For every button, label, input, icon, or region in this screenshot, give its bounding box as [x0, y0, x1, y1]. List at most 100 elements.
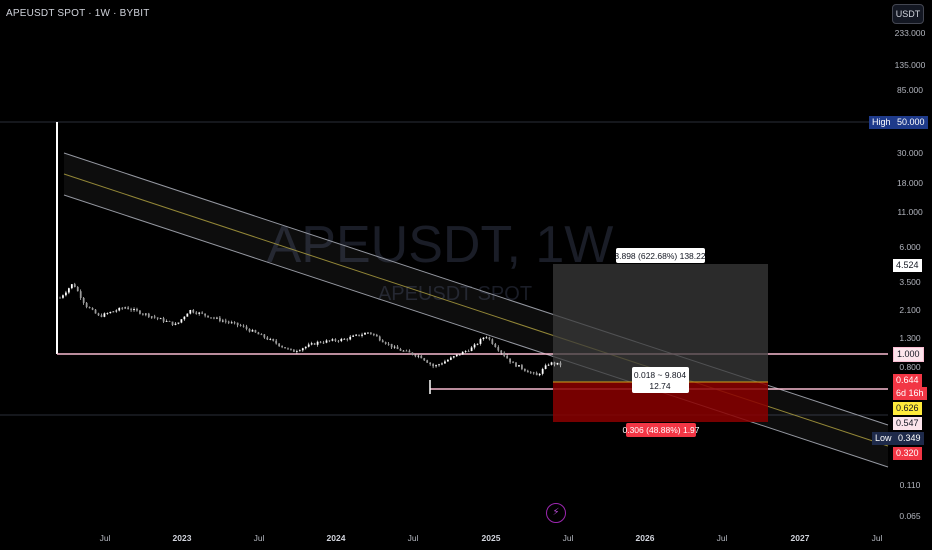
candle-body [180, 319, 183, 323]
candle-body [310, 343, 313, 345]
candle-body [150, 316, 153, 318]
candle-body [316, 341, 319, 345]
candle-body [139, 310, 141, 314]
candle-body [295, 351, 298, 352]
candle-body [233, 322, 236, 324]
currency-button[interactable]: USDT [892, 4, 924, 24]
candle-body [444, 361, 446, 364]
price-tag-0626: 0.626 [893, 402, 922, 415]
candle-body [183, 316, 186, 320]
candle-body [76, 287, 79, 292]
target-label: 3.898 (622.68%) 138.22 [614, 248, 706, 263]
y-tick-label: 3.500 [899, 277, 921, 287]
candle-body [420, 355, 423, 359]
candle-body [497, 347, 500, 351]
candle-body [144, 313, 147, 315]
y-tick-label: 0.110 [900, 480, 921, 490]
candle-body [515, 362, 517, 367]
candle-body [319, 341, 322, 343]
candle-body [346, 338, 349, 340]
y-tick-label: 0.800 [899, 362, 921, 372]
candle-body [461, 351, 464, 355]
candle-body [103, 313, 106, 317]
y-tick-label: 0.065 [899, 511, 921, 521]
candle-body [337, 340, 340, 342]
candle-body [171, 321, 174, 325]
candle-body [559, 362, 562, 366]
lightning-icon[interactable]: ⚡ [546, 503, 566, 523]
candle-body [221, 320, 224, 322]
candle-body [485, 337, 488, 339]
candle-body [97, 313, 100, 316]
candle-body [535, 372, 538, 376]
price-axis[interactable]: 233.000 135.000 85.000 30.000 18.000 11.… [895, 28, 926, 521]
time-axis[interactable]: Jul 2023 Jul 2024 Jul 2025 Jul 2026 Jul … [100, 533, 883, 543]
candle-body [399, 349, 402, 351]
candle-body [364, 332, 366, 335]
candle-body [523, 368, 526, 371]
candle-body [224, 320, 227, 322]
candle-body [195, 312, 198, 314]
candle-body [349, 336, 352, 340]
candle-body [118, 307, 121, 311]
candle-body [387, 343, 390, 345]
candle-body [458, 354, 461, 356]
candle-body [153, 316, 156, 318]
candle-body [242, 325, 245, 327]
candle-body [476, 343, 479, 345]
candle-body [432, 364, 434, 367]
candle-body [455, 354, 458, 357]
candle-body [464, 351, 467, 352]
high-tag-label: High [872, 117, 891, 127]
candle-body [263, 334, 266, 338]
candle-body [488, 337, 491, 340]
candle-body [91, 308, 94, 310]
candle-body [177, 322, 180, 324]
candle-body [491, 339, 494, 344]
candle-body [479, 339, 482, 344]
candle-body [281, 346, 283, 348]
candle-body [547, 364, 550, 366]
candle-body [482, 337, 485, 340]
candle-series [59, 282, 562, 377]
candle-body [343, 338, 346, 340]
candle-body [438, 364, 440, 366]
target-zone[interactable] [553, 264, 768, 382]
candle-body [384, 342, 387, 344]
bar-countdown-tag: 6d 16h [893, 387, 927, 400]
candle-body [544, 365, 547, 369]
candle-body [435, 365, 437, 367]
symbol-title[interactable]: APEUSDT SPOT · 1W · BYBIT [6, 8, 150, 19]
candle-body [411, 352, 414, 355]
candle-body [174, 323, 177, 325]
candle-body [248, 328, 251, 332]
candle-body [298, 350, 301, 352]
candle-body [313, 343, 316, 345]
candle-body [529, 372, 532, 374]
candle-body [100, 315, 103, 317]
candle-body [473, 344, 476, 348]
candle-body [307, 344, 310, 347]
last-price-tag: 0.644 [893, 374, 922, 387]
candle-body [115, 310, 118, 312]
candle-body [325, 340, 328, 343]
y-tick-label: 18.000 [897, 178, 923, 188]
candle-body [396, 346, 399, 350]
price-tag-4524: 4.524 [893, 259, 922, 272]
candle-body [408, 350, 411, 353]
candle-body [127, 307, 130, 310]
price-tag-0320: 0.320 [893, 447, 922, 460]
candle-body [133, 309, 135, 311]
candle-body [553, 362, 556, 365]
candle-body [550, 362, 553, 365]
y-tick-label: 233.000 [895, 28, 926, 38]
ratio-label-line2: 12.74 [649, 381, 671, 391]
candle-body [257, 332, 260, 335]
candle-body [423, 358, 426, 361]
candle-body [393, 346, 396, 348]
candle-body [239, 325, 242, 326]
candle-body [198, 312, 201, 314]
candle-body [367, 332, 369, 334]
